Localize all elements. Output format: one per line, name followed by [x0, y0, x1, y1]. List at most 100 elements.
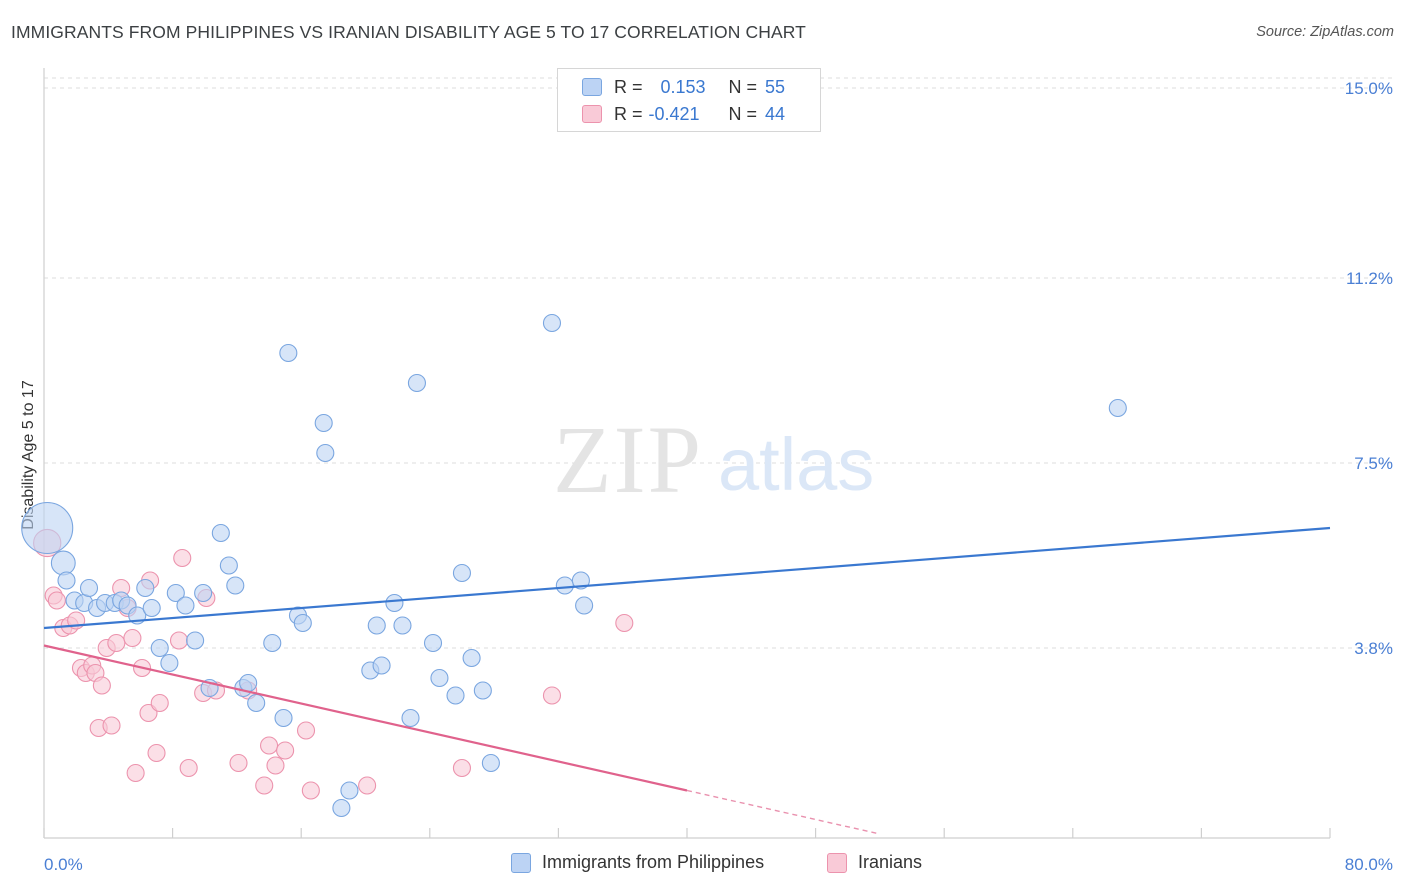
source-label: Source: [1256, 24, 1307, 40]
point-philippines [194, 583, 213, 603]
point-philippines [462, 648, 481, 668]
trend-line-philippines [43, 526, 1331, 630]
point-philippines [555, 576, 574, 595]
legend-swatch-iranians [582, 105, 602, 123]
legend-r-label: R = [614, 76, 643, 97]
point-philippines [186, 631, 205, 650]
legend-swatch-iranians [827, 852, 847, 873]
point-philippines [293, 613, 312, 633]
point-iranians [542, 686, 562, 705]
point-philippines [423, 633, 443, 653]
point-philippines [239, 673, 258, 693]
gridlines [44, 77, 1395, 649]
point-iranians [255, 776, 274, 795]
point-philippines [219, 556, 238, 575]
trend-line-iranians-extension [686, 789, 881, 835]
y-axis-label: Disability Age 5 to 17 [20, 380, 37, 530]
point-iranians [266, 756, 285, 775]
legend-n-value: 55 [765, 76, 786, 97]
point-philippines [279, 343, 298, 363]
point-philippines [263, 633, 282, 653]
point-iranians [301, 781, 320, 800]
point-philippines [401, 708, 420, 728]
philippines-points [21, 313, 1127, 818]
legend-swatch-philippines [582, 78, 602, 96]
source-attribution: Source: ZipAtlas.com [1256, 24, 1394, 40]
point-philippines [446, 686, 465, 705]
point-philippines [176, 596, 195, 615]
point-philippines [314, 413, 333, 433]
legend-item-philippines[interactable]: Immigrants from Philippines [511, 852, 764, 873]
legend-n-value: 44 [765, 103, 786, 124]
point-philippines [332, 798, 351, 818]
legend-n-label: N = [728, 103, 758, 124]
point-philippines [575, 596, 594, 615]
point-iranians [169, 631, 189, 650]
point-philippines [316, 443, 335, 463]
x-tick-label: 80.0% [1345, 855, 1393, 874]
point-iranians [259, 736, 279, 755]
point-philippines [340, 781, 359, 800]
watermark: ZIP atlas [553, 406, 874, 513]
legend-label-iranians: Iranians [858, 852, 923, 872]
point-philippines [136, 578, 155, 598]
point-philippines [21, 501, 74, 555]
legend-r-label: R = [614, 103, 643, 124]
point-philippines [226, 576, 245, 595]
legend-label-philippines: Immigrants from Philippines [542, 852, 765, 872]
point-philippines [393, 616, 412, 635]
point-iranians [126, 763, 145, 783]
point-philippines [274, 708, 293, 728]
series-legend: Immigrants from Philippines Iranians [0, 852, 1406, 878]
chart-title: IMMIGRANTS FROM PHILIPPINES VS IRANIAN D… [11, 22, 806, 42]
point-philippines [142, 598, 161, 618]
point-philippines [50, 550, 76, 576]
legend-r-value: -0.421 [648, 103, 700, 124]
point-philippines [57, 571, 76, 590]
legend-swatch-philippines [511, 852, 531, 873]
point-philippines [473, 681, 492, 700]
point-philippines [430, 668, 449, 688]
point-iranians [358, 776, 377, 795]
legend-r-value: 0.153 [660, 76, 706, 97]
point-philippines [211, 523, 230, 543]
legend-row-iranians: R = -0.421 N = 44 [582, 102, 785, 126]
y-tick-label: 15.0% [1345, 79, 1393, 98]
point-philippines [372, 656, 391, 675]
point-philippines [481, 753, 500, 773]
point-philippines [150, 638, 169, 658]
point-iranians [296, 721, 316, 740]
source-value: ZipAtlas.com [1310, 24, 1394, 40]
point-philippines [367, 616, 386, 635]
point-philippines [452, 563, 472, 583]
legend-n-label: N = [728, 76, 758, 97]
point-iranians [139, 703, 158, 723]
x-tick-labels: 0.0% 80.0% [44, 855, 1393, 874]
axes [43, 68, 1331, 839]
point-philippines [79, 578, 99, 598]
point-iranians [150, 693, 169, 713]
point-iranians [92, 676, 111, 695]
point-iranians [179, 758, 198, 778]
point-philippines [407, 373, 426, 393]
point-iranians [276, 741, 295, 760]
legend-row-philippines: R = 0.153 N = 55 [582, 75, 785, 99]
point-iranians [452, 758, 472, 778]
trend-line-iranians [43, 644, 688, 792]
point-philippines [1108, 398, 1127, 418]
y-tick-label: 7.5% [1354, 454, 1393, 473]
y-tick-label: 3.8% [1354, 639, 1393, 658]
stats-legend: R = 0.153 N = 55 R = -0.421 N = 44 [557, 68, 821, 132]
point-philippines [542, 313, 562, 333]
y-tick-labels: 3.8% 7.5% 11.2% 15.0% [1345, 79, 1393, 658]
point-iranians [615, 613, 634, 633]
point-iranians [229, 753, 248, 773]
point-iranians [107, 633, 126, 653]
point-iranians [123, 628, 142, 648]
legend-item-iranians[interactable]: Iranians [827, 852, 922, 873]
point-philippines [385, 593, 404, 613]
point-iranians [147, 743, 166, 763]
trend-lines [43, 526, 1331, 835]
y-tick-label: 11.2% [1346, 269, 1393, 288]
